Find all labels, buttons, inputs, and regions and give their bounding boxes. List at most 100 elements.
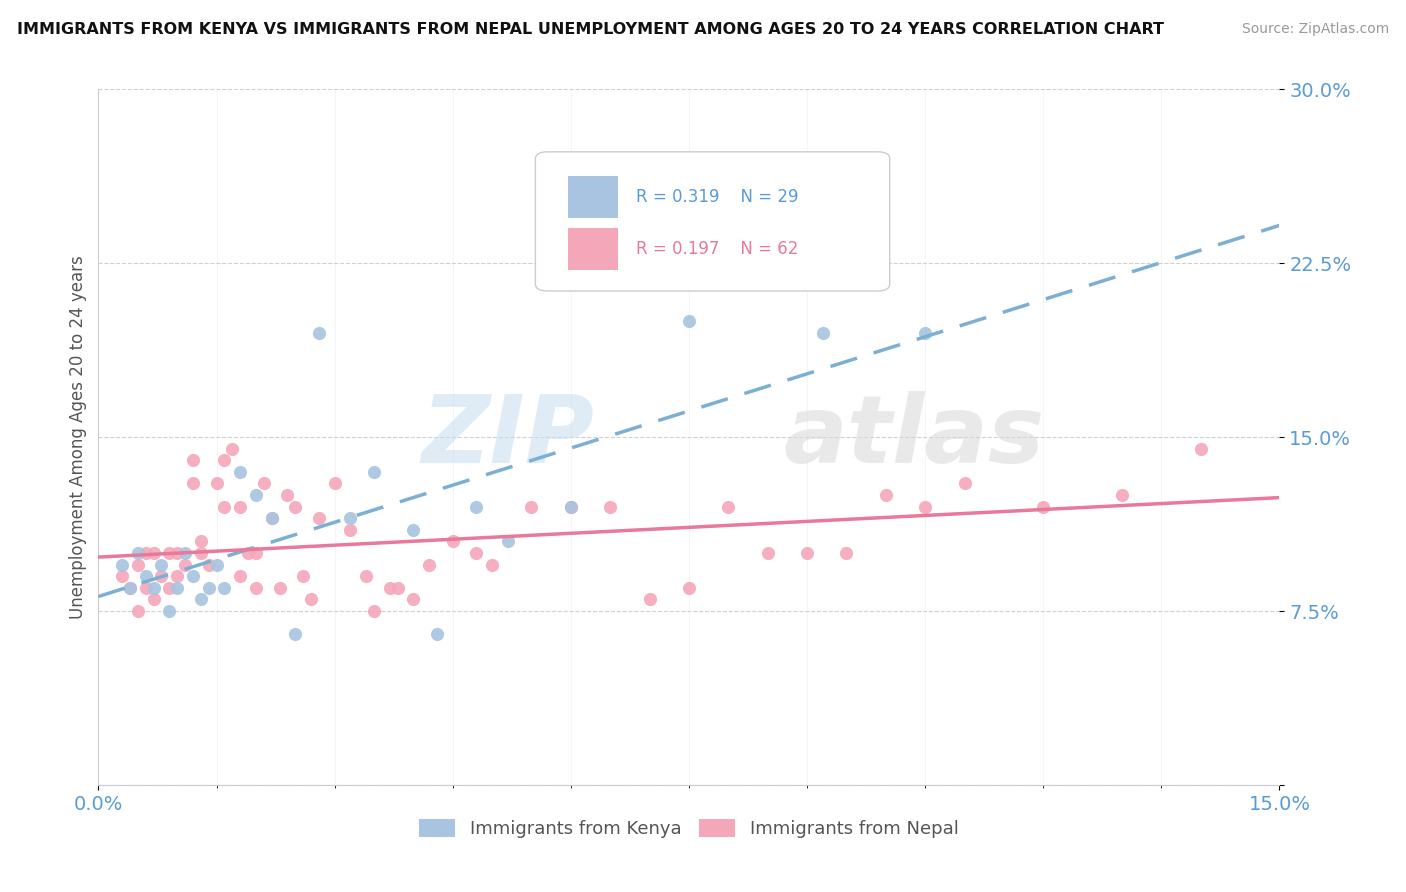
Point [214, 453, 236, 467]
Point [496, 534, 519, 549]
Point [560, 500, 582, 514]
Point [560, 500, 582, 514]
Point [678, 581, 700, 595]
Point [299, 592, 322, 607]
Point [181, 569, 204, 583]
Point [166, 581, 188, 595]
Point [402, 592, 425, 607]
Point [118, 581, 141, 595]
Point [308, 326, 330, 340]
Point [1111, 488, 1133, 502]
Point [269, 581, 291, 595]
Text: atlas: atlas [783, 391, 1045, 483]
Point [387, 581, 409, 595]
Point [323, 476, 346, 491]
Point [174, 558, 197, 572]
Text: R = 0.197    N = 62: R = 0.197 N = 62 [636, 240, 799, 258]
Point [1032, 500, 1054, 514]
Point [157, 546, 180, 560]
Point [914, 326, 936, 340]
Legend: Immigrants from Kenya, Immigrants from Nepal: Immigrants from Kenya, Immigrants from N… [412, 812, 966, 846]
Point [127, 604, 149, 618]
Point [150, 558, 173, 572]
Point [190, 534, 212, 549]
Point [197, 558, 219, 572]
Point [245, 581, 267, 595]
Point [481, 558, 503, 572]
Point [190, 592, 212, 607]
Point [835, 546, 858, 560]
Point [190, 546, 212, 560]
Y-axis label: Unemployment Among Ages 20 to 24 years: Unemployment Among Ages 20 to 24 years [69, 255, 87, 619]
Point [796, 546, 818, 560]
FancyBboxPatch shape [568, 228, 619, 270]
Point [229, 465, 252, 479]
Text: Source: ZipAtlas.com: Source: ZipAtlas.com [1241, 22, 1389, 37]
Point [221, 442, 243, 456]
Point [197, 581, 219, 595]
Point [284, 627, 307, 641]
Point [363, 604, 385, 618]
Point [157, 581, 180, 595]
Point [378, 581, 401, 595]
Point [441, 534, 464, 549]
Point [914, 500, 936, 514]
Point [245, 546, 267, 560]
Point [678, 314, 700, 328]
Point [166, 569, 188, 583]
Point [111, 558, 134, 572]
Point [520, 500, 543, 514]
Point [308, 511, 330, 525]
Point [418, 558, 440, 572]
Point [756, 546, 779, 560]
Point [150, 569, 173, 583]
Point [174, 546, 197, 560]
Point [339, 511, 361, 525]
Point [363, 465, 385, 479]
Point [260, 511, 283, 525]
Point [811, 326, 834, 340]
FancyBboxPatch shape [536, 152, 890, 291]
Point [339, 523, 361, 537]
Point [214, 581, 236, 595]
Point [181, 476, 204, 491]
Text: R = 0.319    N = 29: R = 0.319 N = 29 [636, 188, 799, 206]
Point [276, 488, 298, 502]
Point [181, 453, 204, 467]
Point [465, 546, 488, 560]
Point [717, 500, 740, 514]
Point [953, 476, 976, 491]
Point [111, 569, 134, 583]
Point [127, 546, 149, 560]
Point [205, 476, 228, 491]
Point [142, 581, 165, 595]
Point [166, 546, 188, 560]
Point [142, 546, 165, 560]
Point [135, 581, 157, 595]
Point [253, 476, 276, 491]
Point [260, 511, 283, 525]
Point [135, 569, 157, 583]
Point [214, 500, 236, 514]
Point [229, 569, 252, 583]
Point [465, 500, 488, 514]
Point [229, 500, 252, 514]
FancyBboxPatch shape [568, 177, 619, 218]
Point [354, 569, 377, 583]
Point [245, 488, 267, 502]
Point [1189, 442, 1212, 456]
Point [284, 500, 307, 514]
Point [236, 546, 259, 560]
Text: IMMIGRANTS FROM KENYA VS IMMIGRANTS FROM NEPAL UNEMPLOYMENT AMONG AGES 20 TO 24 : IMMIGRANTS FROM KENYA VS IMMIGRANTS FROM… [17, 22, 1164, 37]
Point [118, 581, 141, 595]
Text: ZIP: ZIP [422, 391, 595, 483]
Point [205, 558, 228, 572]
Point [127, 558, 149, 572]
Point [599, 500, 621, 514]
Point [135, 546, 157, 560]
Point [638, 592, 661, 607]
Point [402, 523, 425, 537]
Point [875, 488, 897, 502]
Point [426, 627, 449, 641]
Point [142, 592, 165, 607]
